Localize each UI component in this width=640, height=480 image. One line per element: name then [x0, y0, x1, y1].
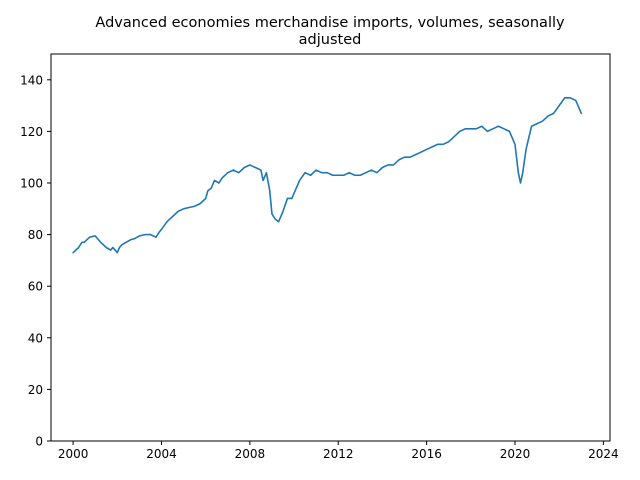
chart-title-line-1: Advanced economies merchandise imports, … [95, 15, 565, 31]
y-tick-label: 0 [35, 435, 43, 449]
x-tick-label: 2020 [500, 447, 531, 461]
x-tick-label: 2012 [323, 447, 354, 461]
y-tick-label: 140 [20, 73, 43, 87]
x-tick-label: 2024 [588, 447, 619, 461]
plot-frame [50, 53, 611, 442]
x-tick-label: 2008 [235, 447, 266, 461]
x-tick-label: 2000 [58, 447, 89, 461]
y-tick-label: 20 [28, 383, 43, 397]
y-tick-label: 100 [20, 177, 43, 191]
x-tick-label: 2004 [146, 447, 177, 461]
chart-title-line-2: adjusted [299, 32, 362, 48]
series-layer [72, 97, 583, 254]
y-tick-label: 40 [28, 331, 43, 345]
plot-area: 2000 2004 2008 2012 2016 2020 2024 0 20 40 60 80 10… [20, 53, 619, 461]
y-tick-label: 60 [28, 280, 43, 294]
series-line [72, 97, 583, 254]
x-tick-label: 2016 [411, 447, 442, 461]
y-tick-label: 80 [28, 228, 43, 242]
x-axis: 2000 2004 2008 2012 2016 2020 2024 [58, 441, 619, 461]
y-tick-label: 120 [20, 125, 43, 139]
y-axis: 0 20 40 60 80 100 120 140 [20, 73, 51, 449]
